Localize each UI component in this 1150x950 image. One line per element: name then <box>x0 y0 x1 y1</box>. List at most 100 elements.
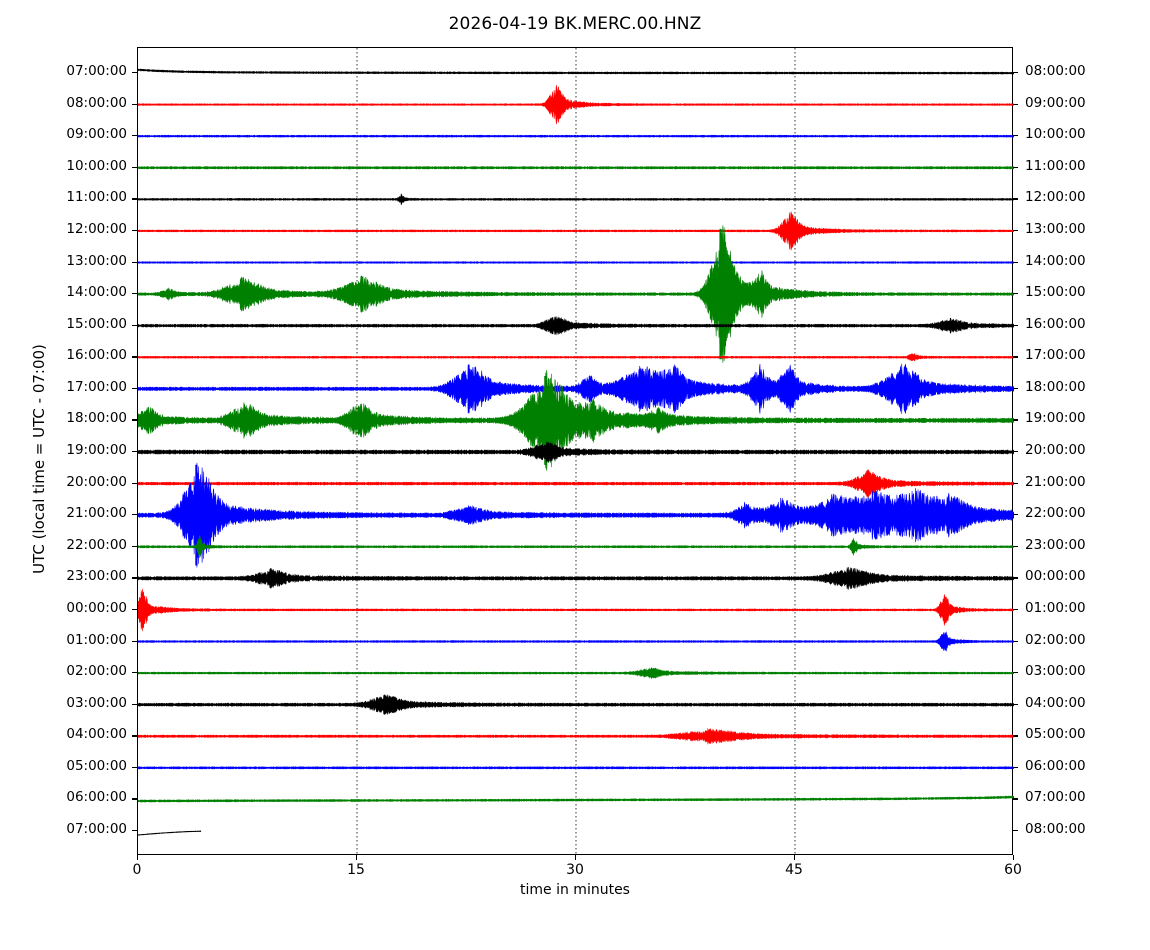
y-tick-label-left: 06:00:00 <box>66 789 127 806</box>
y-tick-mark-left <box>132 324 137 326</box>
y-tick-label-right: 14:00:00 <box>1025 252 1086 269</box>
seismogram-trace <box>138 766 1014 770</box>
y-tick-label-left: 20:00:00 <box>66 473 127 490</box>
x-tick-label: 45 <box>785 862 803 878</box>
seismogram-trace <box>138 694 1014 715</box>
y-tick-label-right: 10:00:00 <box>1025 126 1086 143</box>
y-tick-label-right: 03:00:00 <box>1025 663 1086 680</box>
y-tick-mark-left <box>132 798 137 800</box>
seismogram-trace <box>138 567 1014 590</box>
seismogram-trace <box>138 211 1014 251</box>
seismogram-trace <box>138 727 1014 745</box>
seismogram-trace <box>138 588 1014 631</box>
y-tick-label-left: 22:00:00 <box>66 536 127 553</box>
y-tick-label-left: 05:00:00 <box>66 757 127 774</box>
seismogram-traces <box>138 48 1014 856</box>
y-tick-mark-left <box>132 735 137 737</box>
y-tick-mark-left <box>132 672 137 674</box>
y-tick-label-right: 18:00:00 <box>1025 378 1086 395</box>
y-tick-label-left: 07:00:00 <box>66 821 127 837</box>
seismogram-trace <box>138 353 1014 362</box>
y-tick-label-left: 09:00:00 <box>66 126 127 143</box>
y-tick-mark-right <box>1013 672 1018 674</box>
y-tick-mark-right <box>1013 703 1018 705</box>
y-tick-mark-left <box>132 229 137 232</box>
y-tick-label-right: 05:00:00 <box>1025 726 1086 743</box>
y-tick-mark-left <box>132 387 137 390</box>
y-tick-mark-right <box>1013 229 1018 232</box>
page-title: 2026-04-19 BK.MERC.00.HNZ <box>448 14 702 34</box>
seismogram-trace <box>138 795 1014 803</box>
x-tick-mark <box>137 855 139 860</box>
y-tick-mark-right <box>1013 135 1018 137</box>
y-tick-label-right: 11:00:00 <box>1025 157 1086 174</box>
y-tick-label-right: 07:00:00 <box>1025 789 1086 806</box>
y-tick-mark-right <box>1013 482 1018 484</box>
y-tick-mark-left <box>132 356 137 358</box>
x-tick-mark <box>356 855 358 860</box>
y-tick-label-right: 06:00:00 <box>1025 757 1086 774</box>
y-tick-label-left: 21:00:00 <box>66 505 127 522</box>
seismogram-trace <box>138 370 1014 471</box>
y-tick-mark-right <box>1013 735 1018 737</box>
plot-area <box>137 47 1014 856</box>
y-tick-label-left: 02:00:00 <box>66 663 127 680</box>
seismogram-trace <box>138 165 1014 170</box>
y-tick-mark-right <box>1013 545 1018 548</box>
y-tick-mark-right <box>1013 293 1018 295</box>
y-tick-mark-left <box>132 72 137 74</box>
y-tick-label-left: 17:00:00 <box>66 378 127 395</box>
x-tick-mark <box>1013 855 1015 860</box>
x-tick-label: 60 <box>1004 862 1022 878</box>
y-tick-label-left: 16:00:00 <box>66 347 127 364</box>
y-tick-mark-right <box>1013 356 1018 358</box>
y-tick-label-left: 11:00:00 <box>66 189 127 206</box>
x-tick-label: 15 <box>347 862 365 878</box>
y-tick-label-left: 23:00:00 <box>66 568 127 585</box>
seismogram-trace <box>138 363 1014 415</box>
y-tick-mark-right <box>1013 198 1018 200</box>
seismogram-trace <box>138 666 1014 680</box>
y-tick-mark-right <box>1013 166 1018 169</box>
y-tick-mark-right <box>1013 640 1018 642</box>
seismogram-trace <box>138 469 1014 499</box>
y-tick-mark-left <box>132 640 137 642</box>
y-tick-label-right: 13:00:00 <box>1025 220 1086 237</box>
y-tick-label-right: 19:00:00 <box>1025 410 1086 427</box>
y-tick-mark-right <box>1013 261 1018 263</box>
y-tick-mark-right <box>1013 419 1018 421</box>
x-tick-mark <box>575 855 577 860</box>
y-tick-label-right: 09:00:00 <box>1025 94 1086 111</box>
y-tick-label-right: 16:00:00 <box>1025 315 1086 332</box>
seismogram-trace <box>138 261 1014 264</box>
seismogram-trace <box>138 68 1014 75</box>
x-tick-label: 0 <box>132 862 142 878</box>
y-tick-mark-right <box>1013 324 1018 326</box>
y-tick-label-left: 15:00:00 <box>66 315 127 332</box>
y-tick-label-left: 04:00:00 <box>66 726 127 743</box>
y-tick-label-right: 15:00:00 <box>1025 284 1086 301</box>
y-tick-label-right: 02:00:00 <box>1025 631 1086 648</box>
y-tick-mark-left <box>132 545 137 548</box>
y-tick-label-left: 10:00:00 <box>66 157 127 174</box>
y-tick-mark-right <box>1013 577 1018 579</box>
y-tick-mark-left <box>132 577 137 579</box>
y-tick-mark-left <box>132 608 137 611</box>
y-tick-mark-right <box>1013 387 1018 390</box>
seismogram-trace <box>138 441 1014 463</box>
y-tick-label-right: 04:00:00 <box>1025 694 1086 711</box>
y-tick-label-left: 13:00:00 <box>66 252 127 269</box>
y-tick-mark-left <box>132 261 137 263</box>
y-tick-label-left: 14:00:00 <box>66 284 127 301</box>
y-tick-label-right: 08:00:00 <box>1025 63 1086 79</box>
seismogram-trace <box>138 134 1014 138</box>
y-tick-mark-right <box>1013 514 1018 516</box>
y-tick-mark-left <box>132 419 137 421</box>
y-tick-label-right: 01:00:00 <box>1025 599 1086 616</box>
y-tick-label-right: 21:00:00 <box>1025 473 1086 490</box>
y-tick-label-left: 12:00:00 <box>66 220 127 237</box>
y-tick-mark-right <box>1013 608 1018 611</box>
y-tick-label-left: 18:00:00 <box>66 410 127 427</box>
y-tick-mark-left <box>132 514 137 516</box>
